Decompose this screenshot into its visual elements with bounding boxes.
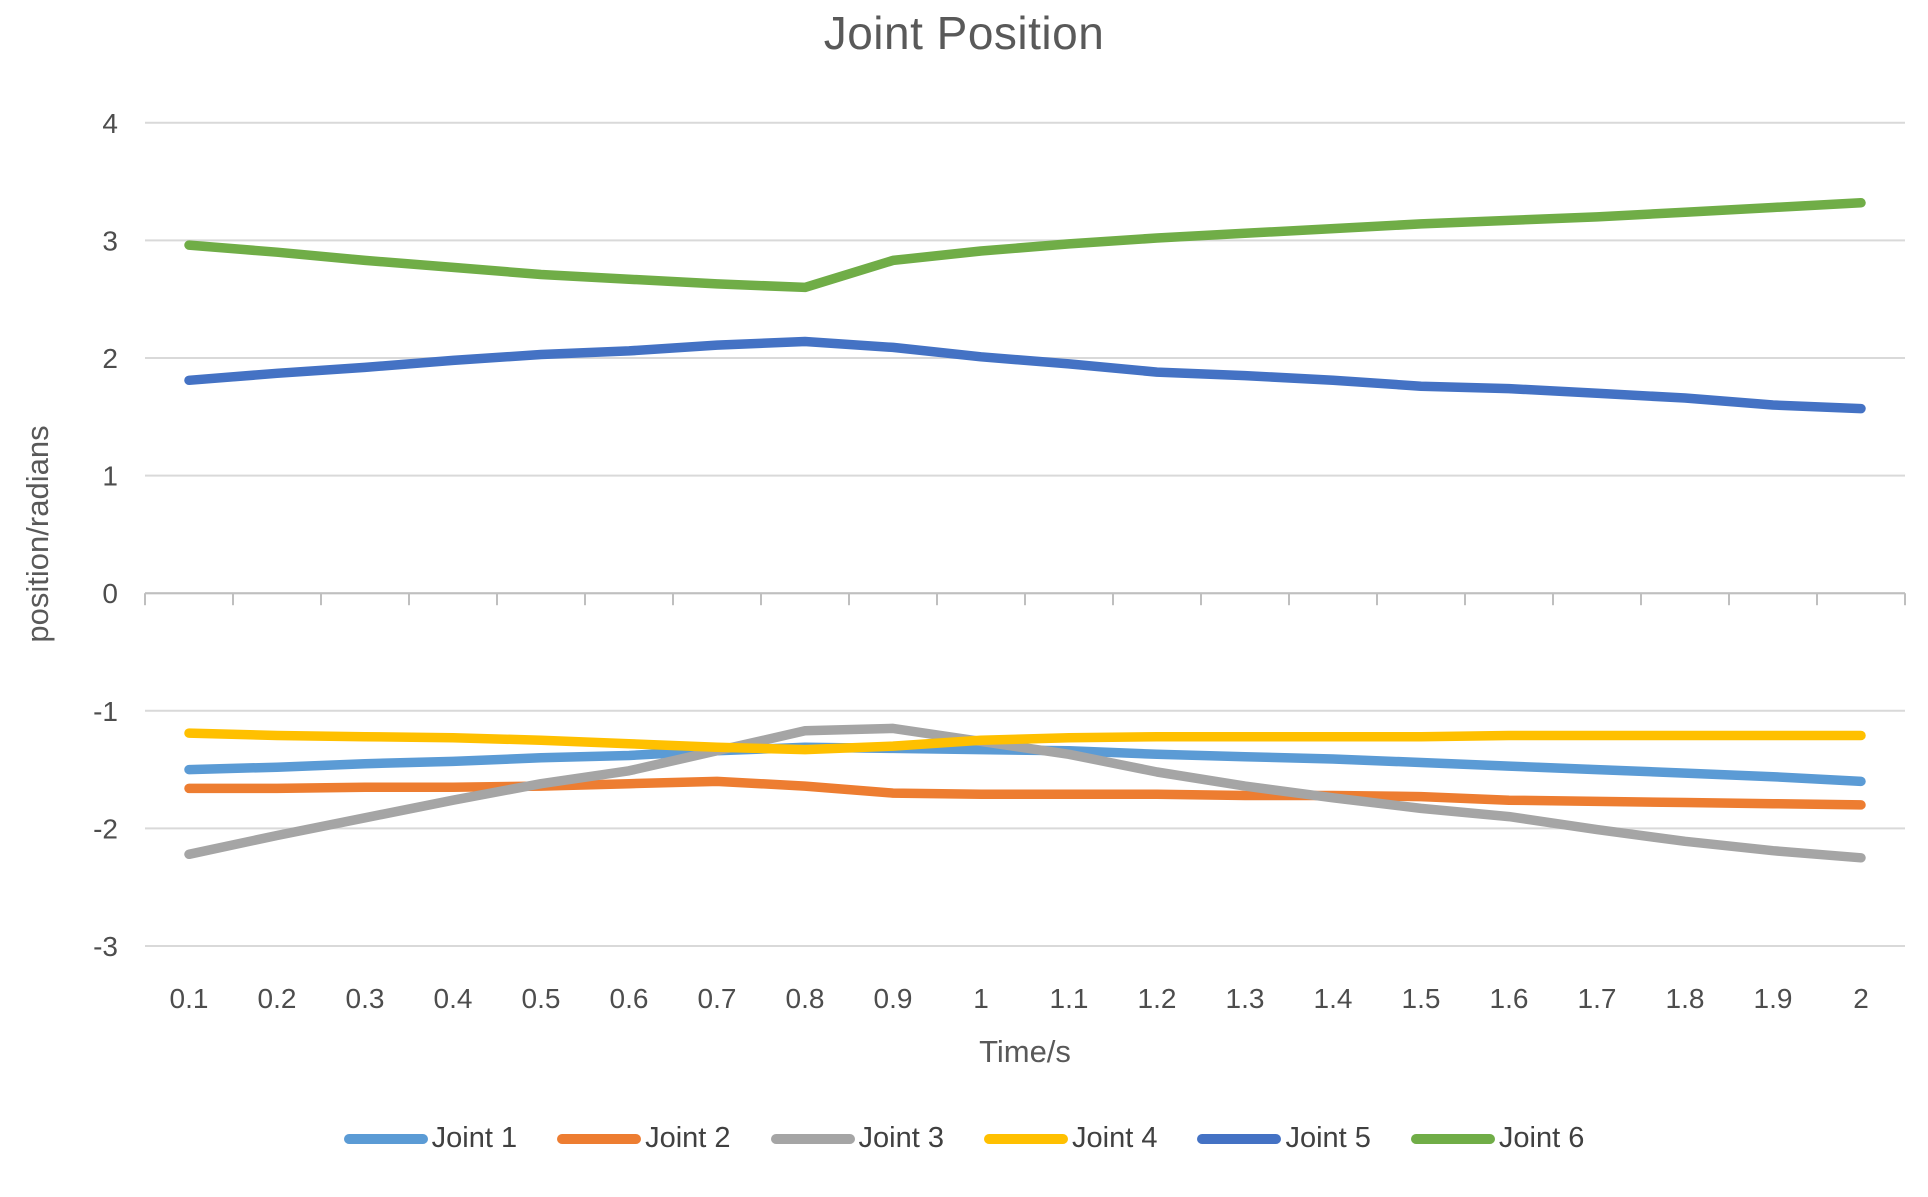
legend-label: Joint 4 bbox=[1072, 1122, 1158, 1154]
legend-item-joint-3: Joint 3 bbox=[770, 1122, 944, 1155]
legend-label: Joint 1 bbox=[431, 1122, 518, 1154]
x-tick-label: 1.3 bbox=[1226, 983, 1265, 1014]
x-tick-label: 1.2 bbox=[1138, 983, 1177, 1014]
series-line-joint-6 bbox=[184, 198, 1866, 293]
x-tick-label: 1.5 bbox=[1402, 983, 1441, 1014]
legend-item-joint-4: Joint 4 bbox=[984, 1122, 1157, 1155]
x-tick-label: 1.4 bbox=[1314, 983, 1353, 1014]
legend-item-joint-6: Joint 6 bbox=[1410, 1122, 1585, 1155]
x-tick-label: 2 bbox=[1853, 983, 1869, 1014]
y-tick-label: -3 bbox=[93, 931, 118, 962]
y-tick-label: 1 bbox=[102, 461, 118, 492]
x-tick-label: 0.7 bbox=[698, 983, 737, 1014]
legend-label: Joint 6 bbox=[1498, 1122, 1585, 1154]
chart-legend: Joint 1 Joint 2 Joint 3 Joint 4 Joint 5 Joint… bbox=[0, 1122, 1928, 1155]
y-tick-label: -2 bbox=[93, 813, 118, 844]
x-tick-label: 0.6 bbox=[610, 983, 649, 1014]
x-tick-label: 0.4 bbox=[434, 983, 473, 1014]
x-tick-label: 0.8 bbox=[786, 983, 825, 1014]
series-line-joint-4 bbox=[184, 728, 1866, 755]
legend-label: Joint 5 bbox=[1285, 1122, 1371, 1154]
x-tick-label: 0.9 bbox=[874, 983, 913, 1014]
x-tick-label: 1.1 bbox=[1050, 983, 1089, 1014]
legend-item-joint-2: Joint 2 bbox=[557, 1122, 731, 1155]
x-tick-label: 1.8 bbox=[1666, 983, 1705, 1014]
x-tick-label: 0.1 bbox=[170, 983, 209, 1014]
legend-label: Joint 2 bbox=[645, 1122, 731, 1154]
legend-swatch bbox=[557, 1133, 642, 1144]
x-tick-label: 1.6 bbox=[1490, 983, 1529, 1014]
series-line-joint-3 bbox=[184, 723, 1866, 863]
x-axis-title: Time/s bbox=[979, 1034, 1071, 1069]
legend-swatch bbox=[770, 1133, 855, 1144]
legend-swatch bbox=[1197, 1133, 1282, 1144]
chart-title: Joint Position bbox=[823, 7, 1105, 59]
legend-label: Joint 3 bbox=[858, 1122, 944, 1154]
legend-swatch bbox=[984, 1133, 1068, 1144]
y-tick-label: 0 bbox=[102, 578, 118, 609]
x-tick-label: 1 bbox=[973, 983, 989, 1014]
legend-item-joint-5: Joint 5 bbox=[1197, 1122, 1371, 1155]
x-tick-label: 0.3 bbox=[346, 983, 385, 1014]
legend-swatch bbox=[1410, 1133, 1495, 1144]
x-tick-label: 0.5 bbox=[522, 983, 561, 1014]
x-tick-label: 1.7 bbox=[1578, 983, 1617, 1014]
y-tick-label: 2 bbox=[102, 343, 118, 374]
x-tick-label: 1.9 bbox=[1754, 983, 1793, 1014]
series-line-joint-5 bbox=[184, 336, 1866, 414]
y-tick-label: 4 bbox=[102, 108, 118, 139]
legend-swatch bbox=[343, 1133, 428, 1144]
legend-item-joint-1: Joint 1 bbox=[343, 1122, 518, 1155]
y-tick-label: -1 bbox=[93, 696, 118, 727]
x-tick-label: 0.2 bbox=[258, 983, 297, 1014]
series-line-joint-2 bbox=[184, 776, 1866, 810]
y-tick-label: 3 bbox=[102, 225, 118, 256]
